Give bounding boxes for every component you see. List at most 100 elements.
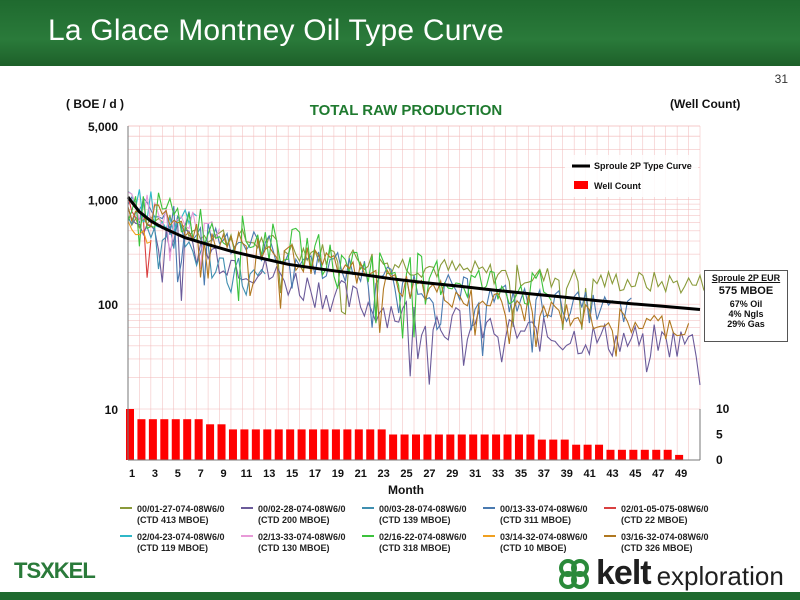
x-tick-label: 49 bbox=[675, 468, 687, 480]
well-count-bar bbox=[503, 434, 512, 460]
well-swatch bbox=[120, 534, 132, 537]
well-legend-item: 03/16-32-074-08W6/0 (CTD 326 MBOE) bbox=[604, 532, 709, 554]
well-count-bar bbox=[297, 429, 306, 460]
well-count-bar bbox=[377, 429, 386, 460]
well-count-bar bbox=[263, 429, 272, 460]
x-tick-label: 17 bbox=[309, 468, 321, 480]
x-tick-label: 21 bbox=[355, 468, 367, 480]
y-tick-label: 10 bbox=[105, 403, 119, 417]
x-tick-label: 25 bbox=[400, 468, 412, 480]
page-number: 31 bbox=[774, 72, 788, 86]
celtic-knot-icon bbox=[559, 558, 589, 589]
x-tick-label: 27 bbox=[423, 468, 435, 480]
y2-tick-label: 10 bbox=[716, 402, 730, 416]
well-count-bar bbox=[217, 424, 226, 460]
well-count-bars bbox=[125, 409, 684, 460]
well-count-bar bbox=[206, 424, 215, 460]
x-tick-label: 43 bbox=[606, 468, 618, 480]
y-tick-label: 1,000 bbox=[88, 193, 118, 207]
well-count-bar bbox=[583, 444, 592, 460]
well-count-bar bbox=[274, 429, 283, 460]
well-count-bar bbox=[663, 449, 672, 460]
x-tick-label: 39 bbox=[561, 468, 573, 480]
x-tick-label: 7 bbox=[198, 468, 204, 480]
well-count-bar bbox=[434, 434, 443, 460]
well-legend-item: 02/01-05-075-08W6/0 (CTD 22 MBOE) bbox=[604, 504, 709, 526]
well-production-line bbox=[127, 220, 152, 244]
x-tick-label: 33 bbox=[492, 468, 504, 480]
well-count-bar bbox=[617, 449, 626, 460]
well-count-bar bbox=[492, 434, 501, 460]
well-swatch bbox=[483, 534, 495, 537]
well-count-bar bbox=[194, 419, 203, 460]
well-legend-item: 03/14-32-074-08W6/0 (CTD 10 MBOE) bbox=[483, 532, 588, 554]
x-tick-label: 45 bbox=[629, 468, 641, 480]
well-count-bar bbox=[125, 409, 135, 460]
x-tick-label: 11 bbox=[241, 468, 253, 480]
well-legend-item: 02/04-23-074-08W6/0 (CTD 119 MBOE) bbox=[120, 532, 225, 554]
well-count-bar bbox=[423, 434, 432, 460]
x-tick-label: 41 bbox=[583, 468, 595, 480]
well-swatch bbox=[362, 534, 374, 537]
x-axis-label: Month bbox=[388, 483, 424, 497]
chart-title: TOTAL RAW PRODUCTION bbox=[310, 102, 503, 119]
y2-tick-label: 0 bbox=[716, 453, 723, 467]
well-count-bar bbox=[137, 419, 146, 460]
tsx-logo: TSXKEL bbox=[14, 558, 96, 583]
x-tick-label: 37 bbox=[538, 468, 550, 480]
well-count-bar bbox=[171, 419, 180, 460]
well-swatch bbox=[120, 506, 132, 509]
legend-well-count-swatch bbox=[574, 181, 588, 189]
well-count-bar bbox=[652, 449, 661, 460]
slide-title: La Glace Montney Oil Type Curve bbox=[48, 14, 504, 47]
well-swatch bbox=[241, 534, 253, 537]
legend-well-count-label: Well Count bbox=[594, 181, 641, 191]
y-axis-label: ( BOE / d ) bbox=[66, 97, 124, 111]
x-tick-label: 35 bbox=[515, 468, 527, 480]
x-tick-label: 5 bbox=[175, 468, 181, 480]
well-count-bar bbox=[572, 444, 581, 460]
eur-value: 575 MBOE bbox=[718, 285, 774, 297]
well-legend-item: 02/16-22-074-08W6/0 (CTD 318 MBOE) bbox=[362, 532, 467, 554]
well-count-bar bbox=[514, 434, 523, 460]
well-swatch bbox=[241, 506, 253, 509]
well-legend-item: 00/03-28-074-08W6/0 (CTD 139 MBOE) bbox=[362, 504, 467, 526]
well-count-bar bbox=[366, 429, 375, 460]
well-legend-item: 02/13-33-074-08W6/0 (CTD 130 MBOE) bbox=[241, 532, 346, 554]
x-tick-label: 9 bbox=[220, 468, 226, 480]
y2-tick-label: 5 bbox=[716, 428, 723, 442]
well-count-bar bbox=[606, 449, 615, 460]
well-legend-item: 00/01-27-074-08W6/0 (CTD 413 MBOE) bbox=[120, 504, 225, 526]
well-legend-item: 00/02-28-074-08W6/0 (CTD 200 MBOE) bbox=[241, 504, 346, 526]
x-tick-label: 19 bbox=[332, 468, 344, 480]
well-count-bar bbox=[480, 434, 489, 460]
well-swatch bbox=[604, 534, 616, 537]
type-curve-layer bbox=[126, 196, 701, 311]
well-count-bar bbox=[411, 434, 421, 460]
well-production-line bbox=[127, 191, 221, 269]
y-tick-label: 100 bbox=[98, 298, 118, 312]
well-count-bar bbox=[240, 429, 249, 460]
well-count-bar bbox=[160, 419, 169, 460]
kelt-logo: kelt exploration bbox=[556, 554, 784, 593]
well-legend-item: 00/13-33-074-08W6/0 (CTD 311 MBOE) bbox=[483, 504, 588, 526]
well-count-bar bbox=[343, 429, 352, 460]
well-count-bar bbox=[286, 429, 295, 460]
chart-legend: Sproule 2P Type Curve Well Count bbox=[565, 155, 698, 197]
eur-ngls: 4% Ngls bbox=[728, 309, 764, 319]
well-count-bar bbox=[331, 429, 340, 460]
well-count-bar bbox=[595, 444, 604, 460]
x-tick-label: 13 bbox=[263, 468, 275, 480]
eur-gas: 29% Gas bbox=[727, 319, 765, 329]
well-count-bar bbox=[526, 434, 535, 460]
x-tick-label: 15 bbox=[286, 468, 298, 480]
exploration-wordmark: exploration bbox=[656, 561, 784, 591]
well-production-line bbox=[127, 189, 197, 235]
x-tick-label: 31 bbox=[469, 468, 481, 480]
production-chart: TOTAL RAW PRODUCTION ( BOE / d ) (Well C… bbox=[66, 97, 740, 497]
well-count-bar bbox=[629, 449, 638, 460]
well-count-bar bbox=[675, 454, 684, 460]
well-count-bar bbox=[389, 434, 398, 460]
legend-type-curve-label: Sproule 2P Type Curve bbox=[594, 161, 692, 171]
